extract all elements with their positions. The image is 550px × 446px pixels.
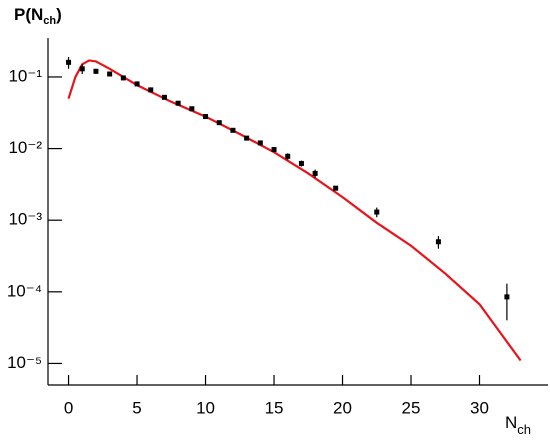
data-point (257, 140, 263, 146)
x-tick-label: 15 (265, 398, 284, 417)
data-point (374, 209, 380, 215)
x-axis-label: Nch (505, 413, 531, 437)
data-point (66, 59, 72, 65)
data-point (435, 239, 441, 245)
data-point (504, 294, 510, 300)
x-tick-label: 30 (470, 398, 489, 417)
data-point (93, 68, 99, 74)
model-curve (67, 59, 522, 362)
y-tick-label: 10⁻⁴ (7, 281, 42, 300)
y-label-main: P(N (14, 5, 43, 24)
x-tick-label: 5 (132, 398, 141, 417)
data-point (271, 147, 277, 153)
data-point (120, 75, 126, 81)
x-tick-label: 25 (402, 398, 421, 417)
x-label-main: N (505, 413, 517, 432)
x-tick-label: 20 (333, 398, 352, 417)
data-point (79, 66, 85, 72)
data-point (244, 135, 250, 141)
data-point (148, 87, 154, 93)
x-label-sub: ch (517, 422, 531, 437)
data-point (298, 160, 304, 166)
data-point (134, 81, 140, 87)
y-tick-label: 10⁻⁵ (7, 353, 42, 372)
y-label-end: ) (56, 5, 62, 24)
x-tick-label: 10 (196, 398, 215, 417)
y-tick-label: 10⁻³ (8, 210, 42, 229)
x-tick-label: 0 (64, 398, 73, 417)
data-point (285, 153, 291, 159)
data-point (189, 106, 195, 112)
data-point (107, 71, 113, 77)
y-axis-label: P(Nch) (14, 5, 62, 26)
data-point (216, 120, 222, 126)
y-label-sub: ch (43, 15, 56, 27)
data-point (203, 114, 209, 120)
y-tick-label: 10⁻¹ (8, 66, 42, 85)
data-point (230, 127, 236, 133)
data-point (175, 100, 181, 106)
data-point (312, 170, 318, 176)
data-point (161, 94, 167, 100)
data-point (333, 185, 339, 191)
y-tick-label: 10⁻² (8, 138, 42, 157)
